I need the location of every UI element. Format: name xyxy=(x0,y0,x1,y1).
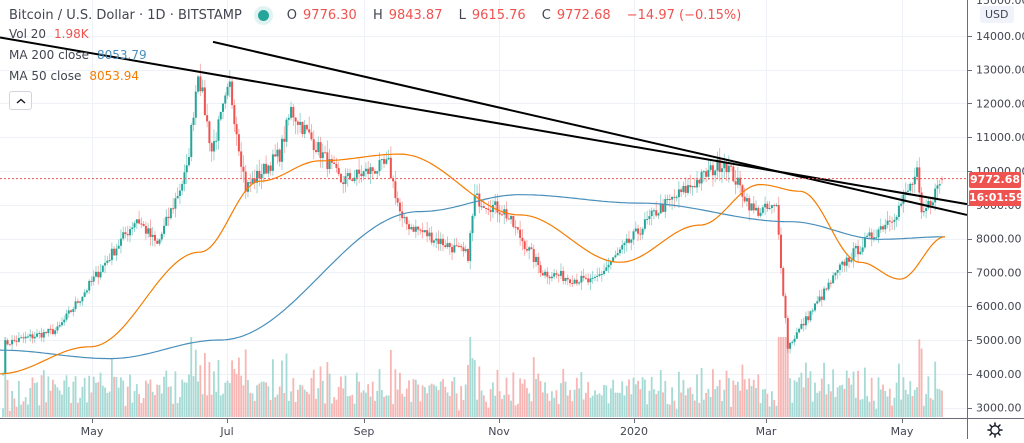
price-tick-label: 7000.00 xyxy=(976,266,1022,279)
study-ma50-value: 8053.94 xyxy=(89,69,139,83)
symbol-title[interactable]: Bitcoin / U.S. Dollar · 1D · BITSTAMP xyxy=(9,7,242,23)
candlesticks xyxy=(2,63,943,376)
price-tick-label: 15000.00 xyxy=(976,0,1024,7)
volume-bars xyxy=(2,337,943,417)
bar-countdown-label: 16:01:59 xyxy=(969,190,1024,206)
last-price-label: 9772.68 xyxy=(969,172,1021,188)
high-value: 9843.87 xyxy=(388,7,443,23)
study-ma200-value: 8053.79 xyxy=(97,48,147,62)
time-tick-label: Mar xyxy=(756,425,777,438)
chevron-up-icon xyxy=(16,98,25,104)
study-ma200-name: MA 200 close xyxy=(9,48,90,62)
price-tick-label: 12000.00 xyxy=(976,97,1024,110)
time-tick-label: Sep xyxy=(354,425,375,438)
price-tick-label: 6000.00 xyxy=(976,300,1022,313)
price-tick-label: 11000.00 xyxy=(976,131,1024,144)
low-label: L xyxy=(458,7,466,23)
price-tick-label: 3000.00 xyxy=(976,402,1022,415)
study-ma50[interactable]: MA 50 close 8053.94 xyxy=(9,66,747,87)
currency-badge[interactable]: USD xyxy=(980,6,1014,23)
change-value: −14.97 (−0.15%) xyxy=(626,7,742,23)
price-tick-label: 5000.00 xyxy=(976,334,1022,347)
low-value: 9615.76 xyxy=(471,7,526,23)
chart-grid xyxy=(0,0,967,418)
price-tick-label: 14000.00 xyxy=(976,30,1024,43)
time-tick-label: Nov xyxy=(488,425,510,438)
ohlc-values: O 9776.30 H 9843.87 L 9615.76 C 9772.68 −14.… xyxy=(287,8,748,23)
price-tick-label: 13000.00 xyxy=(976,64,1024,77)
trendlines xyxy=(0,36,968,216)
price-tick-label: 8000.00 xyxy=(976,233,1022,246)
close-label: C xyxy=(541,7,551,23)
market-status-icon xyxy=(257,9,269,21)
study-volume-name: Vol 20 xyxy=(9,27,47,41)
price-tick-label: 4000.00 xyxy=(976,368,1022,381)
study-volume[interactable]: Vol 20 1.98K xyxy=(9,24,747,45)
open-value: 9776.30 xyxy=(303,7,357,23)
high-label: H xyxy=(372,7,383,23)
chart-settings-button[interactable] xyxy=(987,422,1003,438)
study-volume-value: 1.98K xyxy=(54,27,89,41)
open-label: O xyxy=(286,7,298,23)
close-value: 9772.68 xyxy=(556,7,611,23)
time-tick-label: Jul xyxy=(219,425,233,438)
trendline-1[interactable] xyxy=(0,36,968,206)
price-axis-ticks: 14000.0013000.0012000.0011000.0010000.00… xyxy=(967,0,1024,415)
ma50-line xyxy=(0,153,946,375)
study-ma50-name: MA 50 close xyxy=(9,69,82,83)
study-ma200[interactable]: MA 200 close 8053.79 xyxy=(9,45,747,66)
time-tick-label: May xyxy=(891,425,914,438)
trendline-2[interactable] xyxy=(212,40,968,216)
gear-icon xyxy=(987,422,1003,438)
collapse-legend-button[interactable] xyxy=(9,91,32,110)
time-axis-ticks: May Jul Sep Nov 2020 Mar May xyxy=(81,418,914,438)
ma200-line xyxy=(0,194,945,360)
time-tick-label: 2020 xyxy=(620,425,648,438)
time-tick-label: May xyxy=(81,425,104,438)
